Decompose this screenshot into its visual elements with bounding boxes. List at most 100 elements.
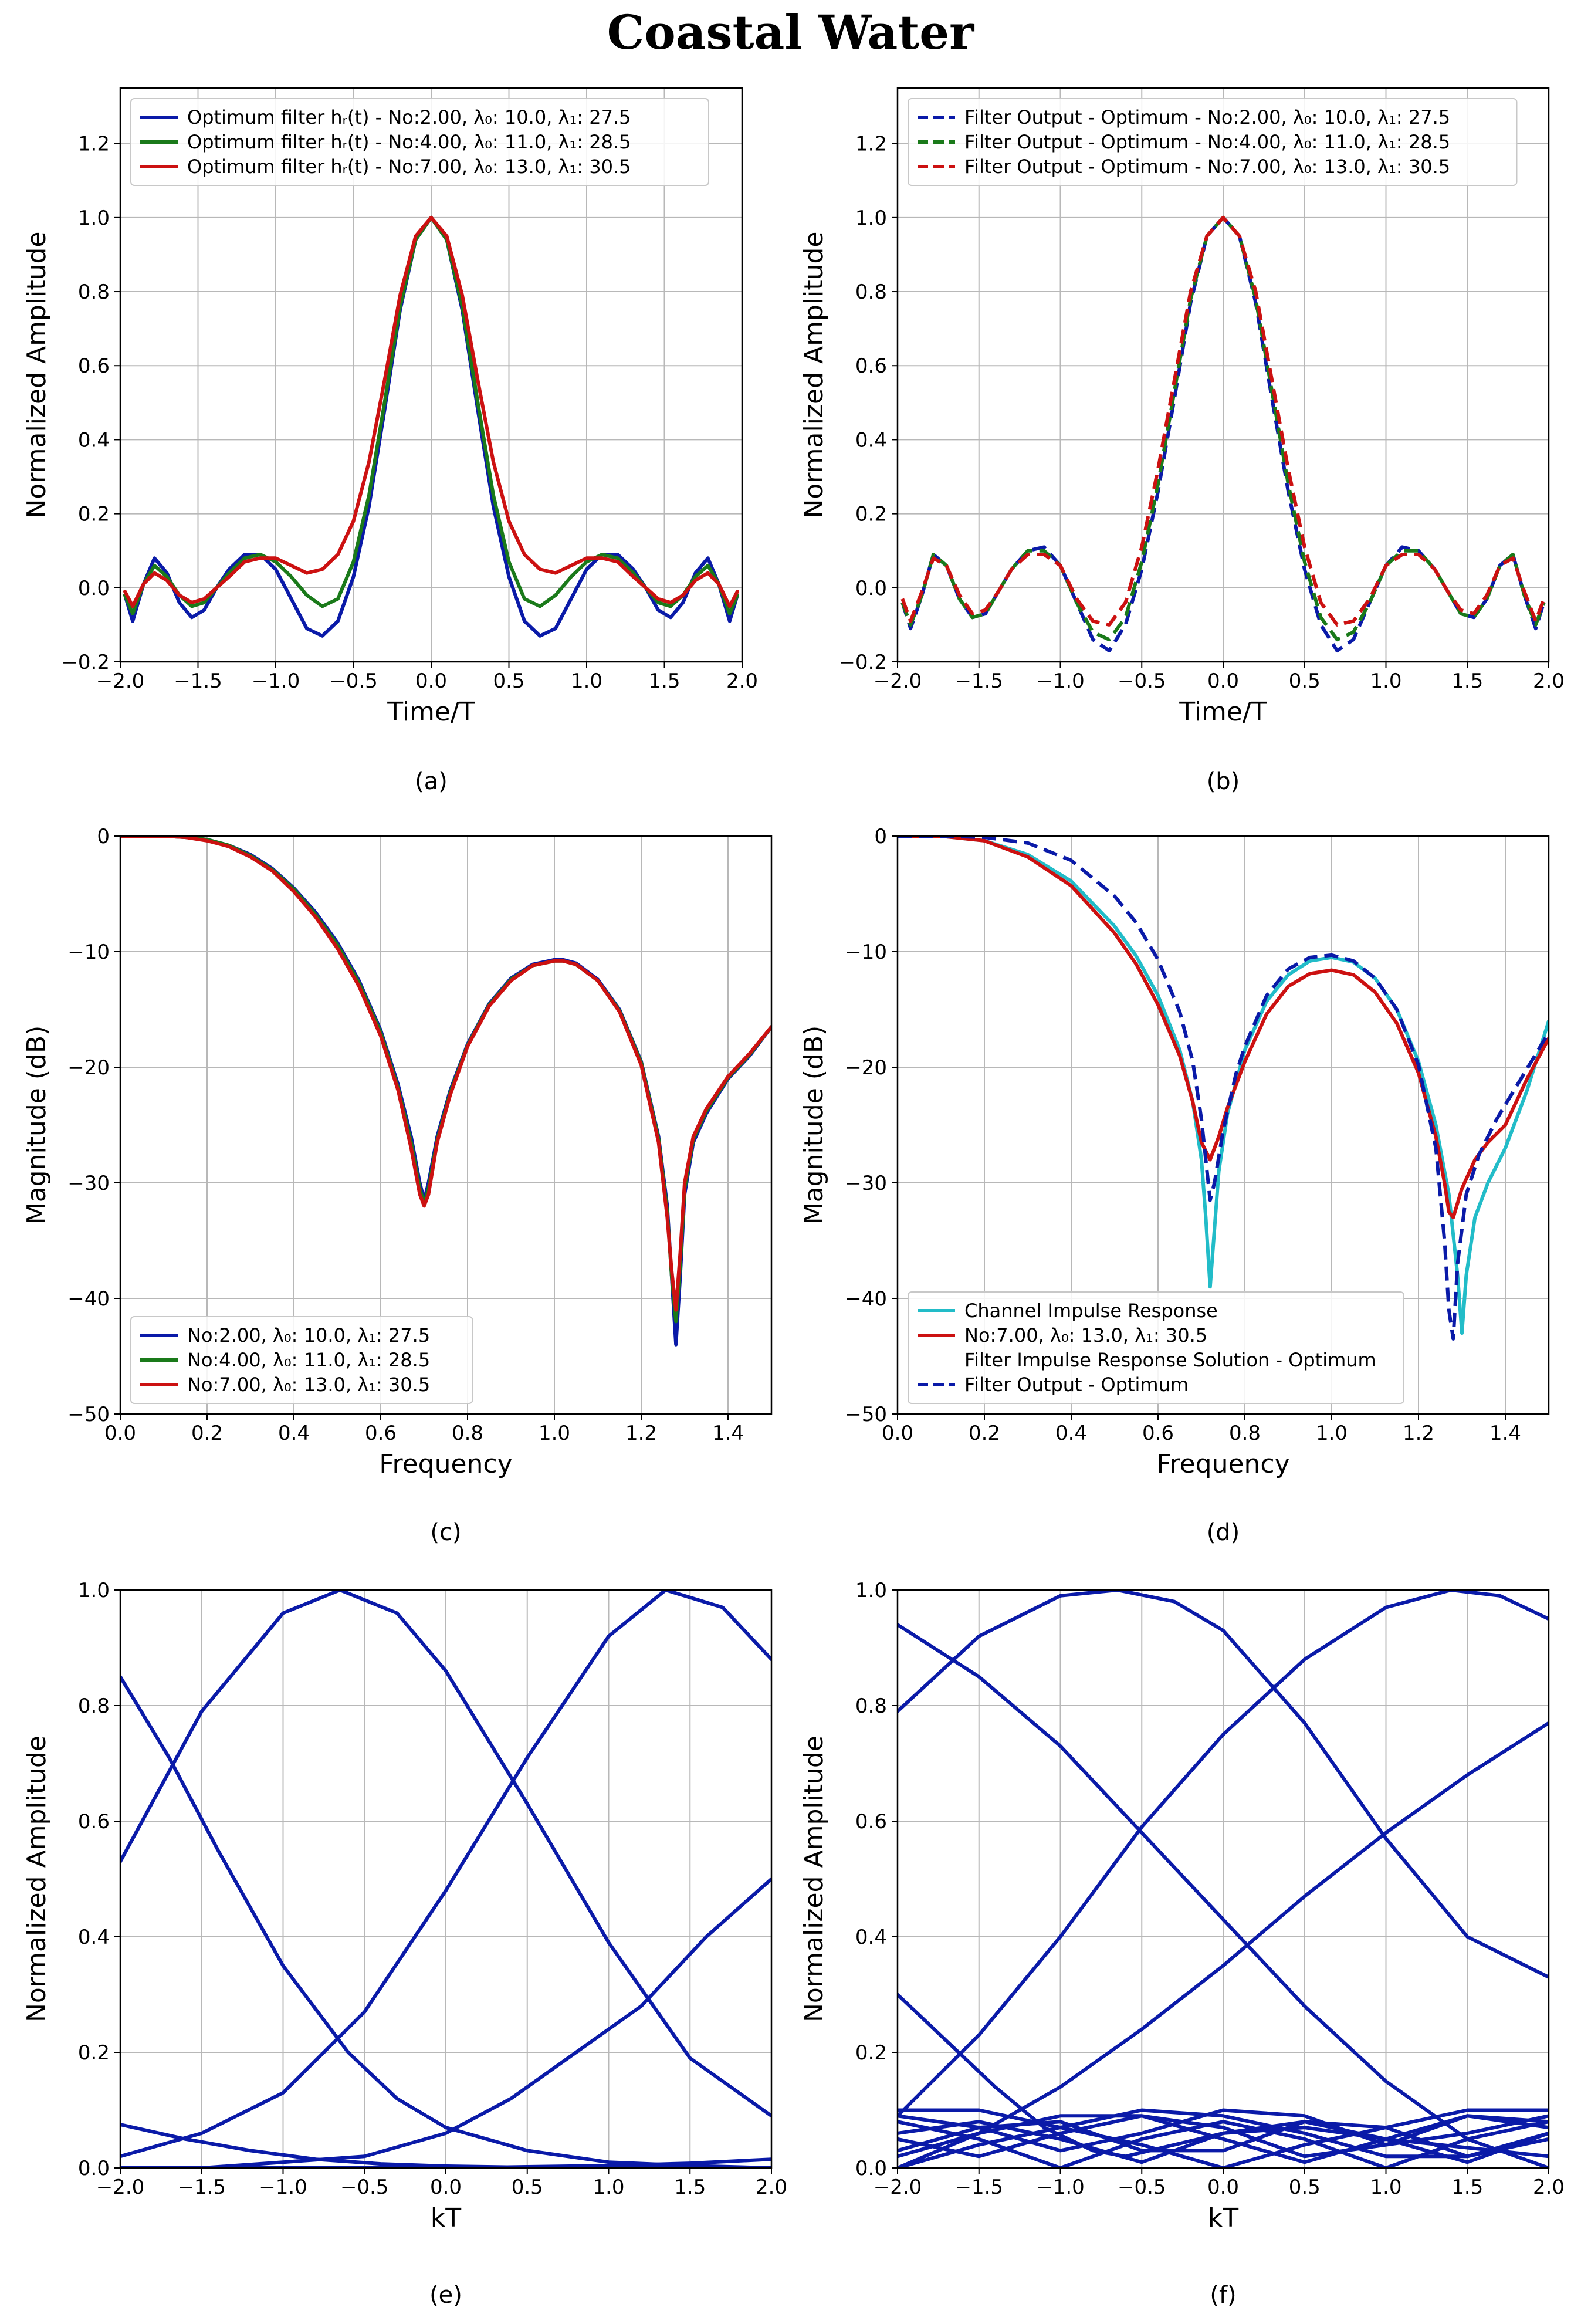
y-tick-label: −50 xyxy=(67,1403,110,1426)
legend-label: No:7.00, λ₀: 13.0, λ₁: 30.5 xyxy=(187,1374,430,1396)
y-tick-label: −40 xyxy=(67,1287,110,1311)
x-axis-label: Time/T xyxy=(387,697,475,727)
y-tick-label: 0.2 xyxy=(855,2041,887,2065)
chart-e: −2.0 −1.5 −1.0 −0.5 0.0 0.5 1.0 1.5 2.0 0.0 0.2 0.4… xyxy=(22,1579,787,2309)
series-line xyxy=(900,215,1546,627)
y-tick-label: −30 xyxy=(67,1172,110,1195)
x-tick-label: −1.5 xyxy=(177,2176,226,2199)
series-line xyxy=(898,1590,1549,2118)
y-tick-label: 1.2 xyxy=(855,133,887,156)
y-tick-label: −40 xyxy=(845,1287,887,1311)
series-line xyxy=(120,1590,771,2159)
chart-c: 0.0 0.2 0.4 0.6 0.8 1.0 1.2 1.4 −50 −40 −30 −20 −10 0… xyxy=(22,825,773,1546)
y-tick-label: −30 xyxy=(845,1172,887,1195)
x-tick-label: 0.5 xyxy=(1289,669,1321,693)
x-tick-label: 1.5 xyxy=(1451,669,1483,693)
y-tick-label: 0.0 xyxy=(78,2157,110,2180)
x-tick-label: 1.4 xyxy=(1489,1422,1521,1445)
x-tick-label: 1.5 xyxy=(1451,2176,1483,2199)
y-tick-label: 0 xyxy=(874,825,887,848)
y-tick-label: 0.6 xyxy=(855,1810,887,1834)
x-tick-label: 2.0 xyxy=(1533,2176,1565,2199)
y-axis-label: Normalized Amplitude xyxy=(799,232,829,519)
y-tick-label: −10 xyxy=(67,941,110,964)
y-tick-label: 0.0 xyxy=(855,577,887,600)
series-line xyxy=(898,2108,1549,2153)
series-line xyxy=(898,2108,1549,2168)
x-tick-label: 1.0 xyxy=(1316,1422,1348,1445)
x-tick-label: −1.0 xyxy=(259,2176,307,2199)
x-tick-label: 0.4 xyxy=(1055,1422,1087,1445)
y-tick-label: −10 xyxy=(845,941,887,964)
x-tick-label: 0.0 xyxy=(1207,2176,1239,2199)
axes-frame xyxy=(119,835,773,1415)
x-tick-label: 0.5 xyxy=(512,2176,543,2199)
x-tick-label: 1.0 xyxy=(1370,669,1401,693)
series-group xyxy=(898,836,1549,1341)
legend: Optimum filter hᵣ(t) - No:2.00, λ₀: 10.0… xyxy=(130,98,709,186)
y-tick-label: 0.8 xyxy=(78,280,110,304)
legend-label: Optimum filter hᵣ(t) - No:4.00, λ₀: 11.0… xyxy=(187,131,631,153)
series-line xyxy=(120,2157,771,2168)
y-tick-label: 1.0 xyxy=(78,1579,110,1602)
chart-b: −2.0 −1.5 −1.0 −0.5 0.0 0.5 1.0 1.5 2.0 −0.2 0.0 0.… xyxy=(799,87,1565,795)
y-tick-label: 0 xyxy=(97,825,110,848)
series-group xyxy=(900,215,1546,653)
x-tick-label: 0.0 xyxy=(882,1422,913,1445)
series-group xyxy=(120,836,771,1347)
x-tick-label: −0.5 xyxy=(329,669,378,693)
x-tick-label: 1.0 xyxy=(571,669,602,693)
legend-label: Filter Output - Optimum - No:7.00, λ₀: 1… xyxy=(964,155,1450,178)
series-line xyxy=(120,1877,771,2168)
legend-label: Filter Impulse Response Solution - Optim… xyxy=(964,1349,1376,1371)
x-axis-label: Frequency xyxy=(379,1449,512,1479)
legend: No:2.00, λ₀: 10.0, λ₁: 27.5No:4.00, λ₀: … xyxy=(130,1316,473,1404)
x-tick-label: 0.2 xyxy=(969,1422,1000,1445)
x-tick-label: −2.0 xyxy=(874,669,922,693)
y-tick-label: −0.2 xyxy=(838,651,887,674)
x-tick-label: 2.0 xyxy=(756,2176,787,2199)
x-tick-label: 1.0 xyxy=(593,2176,624,2199)
y-tick-label: 0.8 xyxy=(855,280,887,304)
panel-caption: (f) xyxy=(1210,2282,1236,2309)
x-tick-label: −2.0 xyxy=(96,2176,145,2199)
series-line xyxy=(898,836,1549,1341)
x-tick-label: −2.0 xyxy=(96,669,145,693)
panel-caption: (b) xyxy=(1207,768,1240,795)
x-tick-label: −1.5 xyxy=(174,669,222,693)
y-tick-label: 0.6 xyxy=(78,1810,110,1834)
x-tick-label: 2.0 xyxy=(1533,669,1565,693)
series-line xyxy=(120,836,771,1347)
y-tick-label: −20 xyxy=(67,1056,110,1080)
x-tick-label: 0.2 xyxy=(191,1422,223,1445)
x-tick-label: 1.0 xyxy=(539,1422,570,1445)
series-line xyxy=(898,836,1549,1335)
x-axis-label: Time/T xyxy=(1179,697,1267,727)
x-tick-label: 1.2 xyxy=(625,1422,657,1445)
y-tick-label: −50 xyxy=(845,1403,887,1426)
x-tick-label: 0.5 xyxy=(493,669,524,693)
y-tick-label: 0.2 xyxy=(78,503,110,526)
x-tick-label: 0.6 xyxy=(1142,1422,1174,1445)
x-tick-label: 0.0 xyxy=(415,669,447,693)
y-tick-label: −20 xyxy=(845,1056,887,1080)
x-axis-label: Frequency xyxy=(1156,1449,1289,1479)
chart-f: −2.0 −1.5 −1.0 −0.5 0.0 0.5 1.0 1.5 2.0 0.0 0.2 0.4… xyxy=(799,1579,1565,2309)
legend-label: No:2.00, λ₀: 10.0, λ₁: 27.5 xyxy=(187,1324,430,1347)
series-line xyxy=(898,2114,1549,2164)
x-axis-label: kT xyxy=(431,2203,461,2233)
legend-label: Filter Output - Optimum - No:2.00, λ₀: 1… xyxy=(964,106,1450,128)
panel-caption: (a) xyxy=(415,768,448,795)
y-tick-label: 0.2 xyxy=(78,2041,110,2065)
y-axis-label: Normalized Amplitude xyxy=(22,1736,52,2022)
series-group xyxy=(898,1590,1549,2168)
x-tick-label: 0.4 xyxy=(278,1422,310,1445)
x-tick-label: −1.5 xyxy=(954,669,1003,693)
series-line xyxy=(898,2108,1549,2168)
y-tick-label: 0.4 xyxy=(78,428,110,452)
y-axis-label: Normalized Amplitude xyxy=(22,232,52,519)
series-line xyxy=(898,1623,1549,2168)
y-tick-label: 0.2 xyxy=(855,503,887,526)
series-line xyxy=(898,1721,1549,2168)
x-tick-label: 0.5 xyxy=(1289,2176,1321,2199)
